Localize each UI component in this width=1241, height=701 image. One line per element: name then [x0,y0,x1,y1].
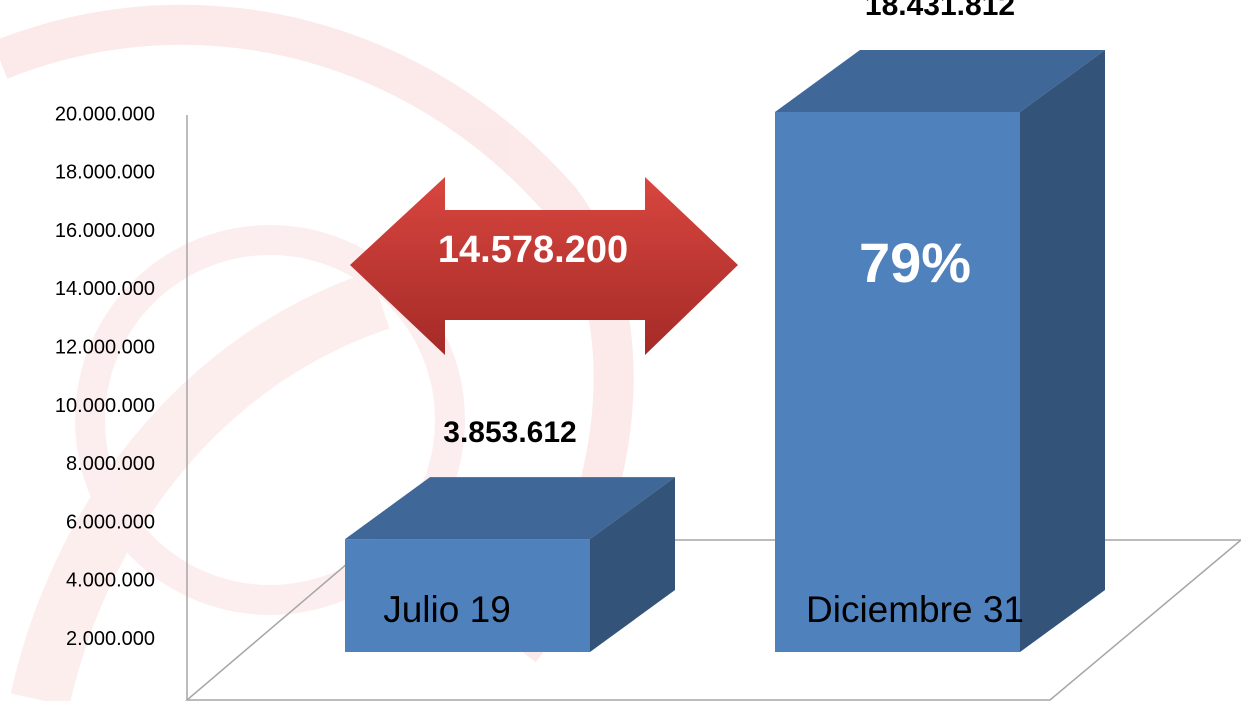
percent-label: 79% [859,231,971,294]
y-tick-label: 6.000.000 [66,511,155,533]
y-tick-label: 10.000.000 [55,395,155,417]
category-label: Diciembre 31 [806,589,1024,630]
y-tick-label: 12.000.000 [55,336,155,358]
value-label: 18.431.812 [865,0,1015,22]
value-label: 3.853.612 [443,416,576,449]
y-tick-label: 16.000.000 [55,220,155,242]
bar-side [1020,50,1105,652]
bar [775,112,1020,652]
difference-label: 14.578.200 [438,229,628,271]
y-tick-label: 18.000.000 [55,162,155,184]
chart: 14.578.200 2.000.000 4.000.000 6.000.000 8.… [0,0,1241,701]
category-label: Julio 19 [383,589,511,630]
y-tick-label: 4.000.000 [66,570,155,592]
y-tick-label: 2.000.000 [66,628,155,650]
y-tick-label: 20.000.000 [55,103,155,125]
y-tick-label: 8.000.000 [66,453,155,475]
y-tick-label: 14.000.000 [55,278,155,300]
plot-area [345,50,1105,652]
